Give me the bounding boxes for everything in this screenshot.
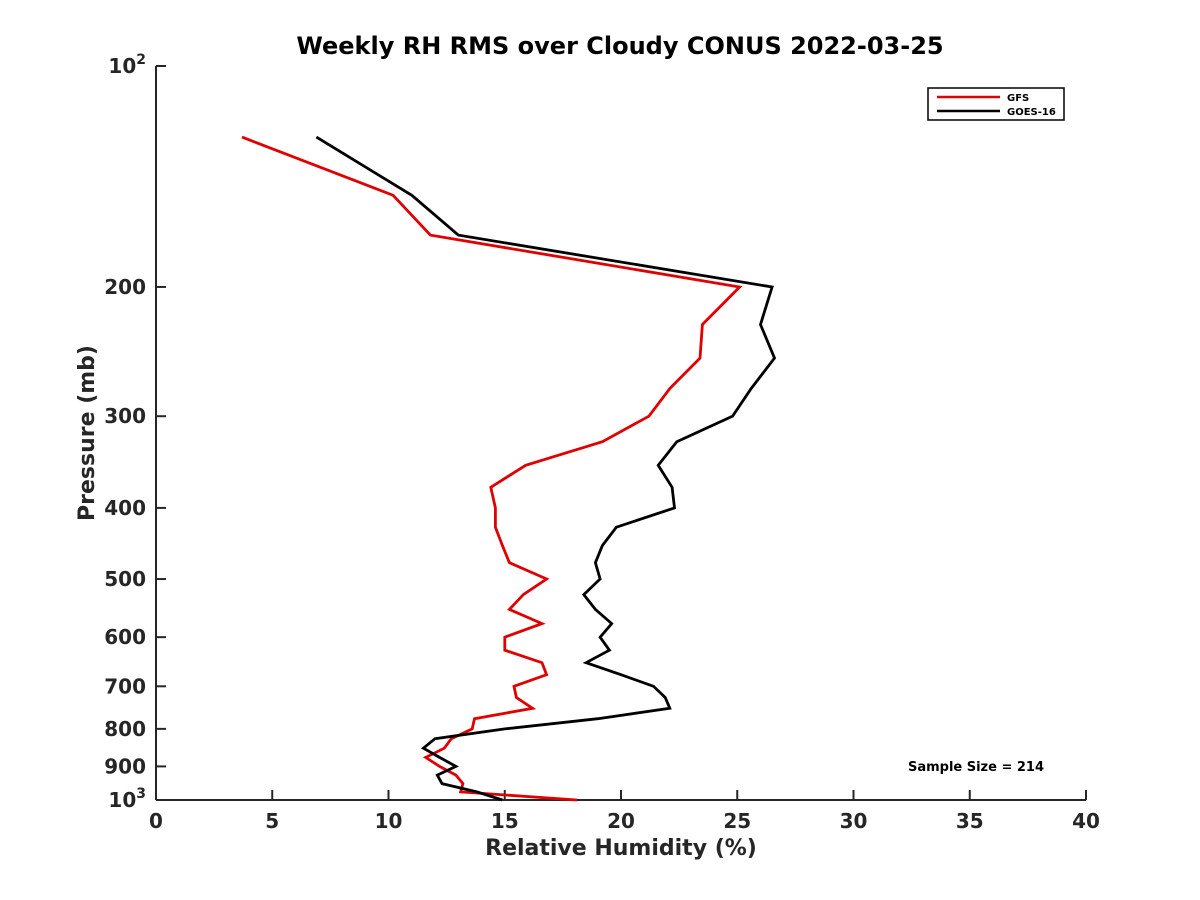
y-tick-label: 500 bbox=[104, 567, 146, 591]
y-tick-label-base: 900 bbox=[104, 754, 146, 778]
y-tick-label: 400 bbox=[104, 496, 146, 520]
y-tick-label: 600 bbox=[104, 625, 146, 649]
y-tick-label-base: 10 bbox=[108, 788, 136, 812]
y-tick-label-base: 600 bbox=[104, 625, 146, 649]
y-tick-label-base: 700 bbox=[104, 674, 146, 698]
y-tick-label-base: 800 bbox=[104, 717, 146, 741]
x-tick-label: 30 bbox=[840, 809, 868, 833]
x-tick-label: 5 bbox=[265, 809, 279, 833]
chart-title: Weekly RH RMS over Cloudy CONUS 2022-03-… bbox=[296, 32, 943, 60]
x-ticks: 0 5 10 15 20 25 30 35 40 bbox=[149, 790, 1100, 833]
x-tick-label: 35 bbox=[956, 809, 984, 833]
y-tick-label-base: 400 bbox=[104, 496, 146, 520]
series-line-goes16 bbox=[315, 135, 777, 802]
series-line-gfs bbox=[241, 135, 743, 802]
y-tick-label: 800 bbox=[104, 717, 146, 741]
y-tick-label-base: 10 bbox=[108, 54, 136, 78]
y-tick-label-exponent: 3 bbox=[136, 786, 146, 802]
y-tick-label-base: 300 bbox=[104, 404, 146, 428]
x-tick-label: 40 bbox=[1072, 809, 1100, 833]
x-tick-label: 15 bbox=[491, 809, 519, 833]
y-tick-label: 900 bbox=[104, 754, 146, 778]
x-tick-label: 0 bbox=[149, 809, 163, 833]
y-tick-label-base: 200 bbox=[104, 275, 146, 299]
legend-box bbox=[927, 87, 1065, 121]
y-tick-label: 103 bbox=[108, 786, 146, 812]
x-tick-label: 10 bbox=[375, 809, 403, 833]
y-tick-label-exponent: 2 bbox=[136, 52, 146, 68]
sample-size-annotation: Sample Size = 214 bbox=[908, 760, 1044, 775]
y-tick-label-base: 500 bbox=[104, 567, 146, 591]
legend-label-gfs: GFS bbox=[1007, 93, 1029, 104]
legend: GFS GOES-16 bbox=[927, 87, 1065, 121]
series-layer bbox=[241, 135, 777, 802]
y-tick-label: 200 bbox=[104, 275, 146, 299]
y-tick-label: 102 bbox=[108, 52, 146, 78]
x-tick-label: 25 bbox=[723, 809, 751, 833]
x-tick-label: 20 bbox=[607, 809, 635, 833]
y-axis-title: Pressure (mb) bbox=[75, 345, 100, 521]
x-axis-title: Relative Humidity (%) bbox=[485, 836, 757, 861]
y-tick-label: 700 bbox=[104, 674, 146, 698]
legend-label-goes16: GOES-16 bbox=[1007, 107, 1056, 118]
y-tick-label: 300 bbox=[104, 404, 146, 428]
